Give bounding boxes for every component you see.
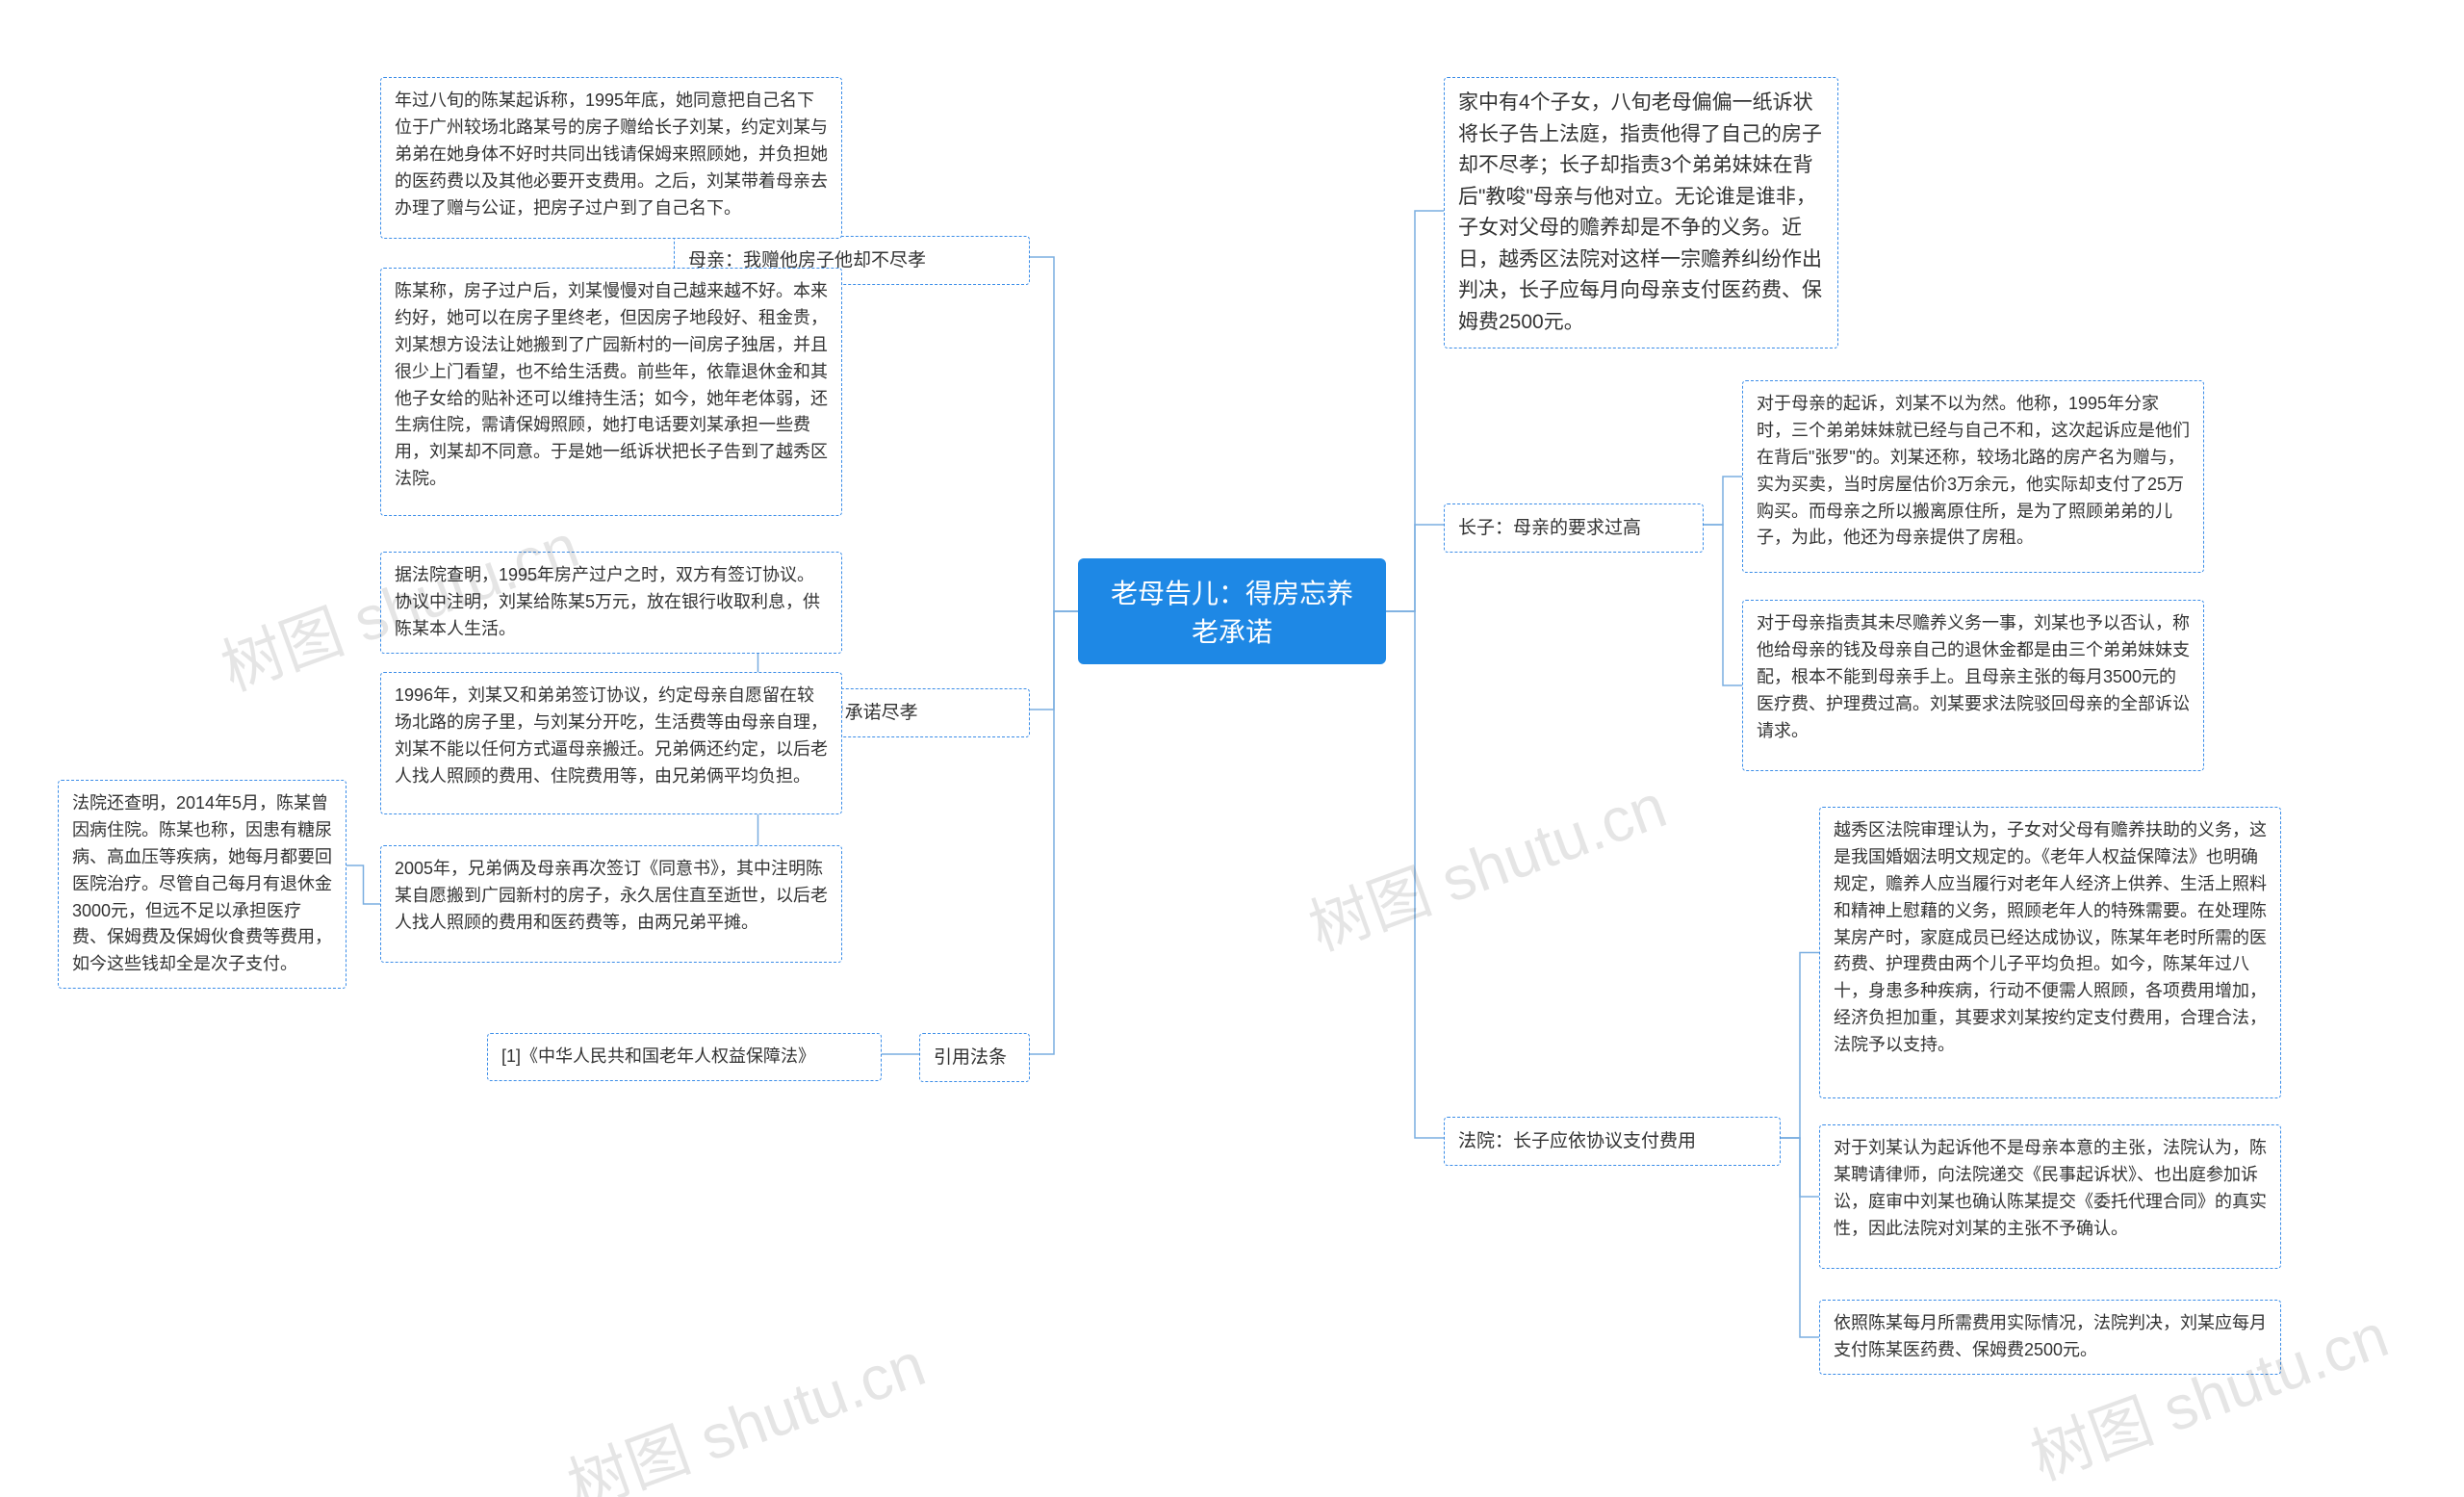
mindmap-node: 据法院查明，1995年房产过户之时，双方有签订协议。协议中注明，刘某给陈某5万元… (380, 552, 842, 654)
mindmap-node: 法院：长子应依协议支付费用 (1444, 1117, 1781, 1166)
mindmap-node: 年过八旬的陈某起诉称，1995年底，她同意把自己名下位于广州较场北路某号的房子赠… (380, 77, 842, 239)
mindmap-node: 对于刘某认为起诉他不是母亲本意的主张，法院认为，陈某聘请律师，向法院递交《民事起… (1819, 1124, 2281, 1269)
mindmap-node: 陈某称，房子过户后，刘某慢慢对自己越来越不好。本来约好，她可以在房子里终老，但因… (380, 268, 842, 516)
mindmap-node: 2005年，兄弟俩及母亲再次签订《同意书》，其中注明陈某自愿搬到广园新村的房子，… (380, 845, 842, 963)
mindmap-node: 长子：母亲的要求过高 (1444, 503, 1704, 553)
mindmap-node: 家中有4个子女，八旬老母偏偏一纸诉状将长子告上法庭，指责他得了自己的房子却不尽孝… (1444, 77, 1838, 348)
watermark: 树图 shutu.cn (1296, 757, 1677, 968)
mindmap-node: 引用法条 (919, 1033, 1030, 1082)
mindmap-canvas: 老母告儿：得房忘养老承诺 母亲：我赠他房子他却不尽孝年过八旬的陈某起诉称，199… (0, 0, 2464, 1497)
watermark: 树图 shutu.cn (554, 1315, 936, 1497)
mindmap-node: 对于母亲的起诉，刘某不以为然。他称，1995年分家时，三个弟弟妹妹就已经与自己不… (1742, 380, 2204, 573)
root-node: 老母告儿：得房忘养老承诺 (1078, 558, 1386, 664)
mindmap-node: 对于母亲指责其未尽赡养义务一事，刘某也予以否认，称他给母亲的钱及母亲自己的退休金… (1742, 600, 2204, 771)
mindmap-node: 1996年，刘某又和弟弟签订协议，约定母亲自愿留在较场北路的房子里，与刘某分开吃… (380, 672, 842, 814)
mindmap-node: [1]《中华人民共和国老年人权益保障法》 (487, 1033, 882, 1081)
mindmap-node: 依照陈某每月所需费用实际情况，法院判决，刘某应每月支付陈某医药费、保姆费2500… (1819, 1300, 2281, 1375)
root-label: 老母告儿：得房忘养老承诺 (1107, 573, 1357, 650)
mindmap-node: 法院还查明，2014年5月，陈某曾因病住院。陈某也称，因患有糖尿病、高血压等疾病… (58, 780, 346, 989)
mindmap-node: 越秀区法院审理认为，子女对父母有赡养扶助的义务，这是我国婚姻法明文规定的。《老年… (1819, 807, 2281, 1098)
